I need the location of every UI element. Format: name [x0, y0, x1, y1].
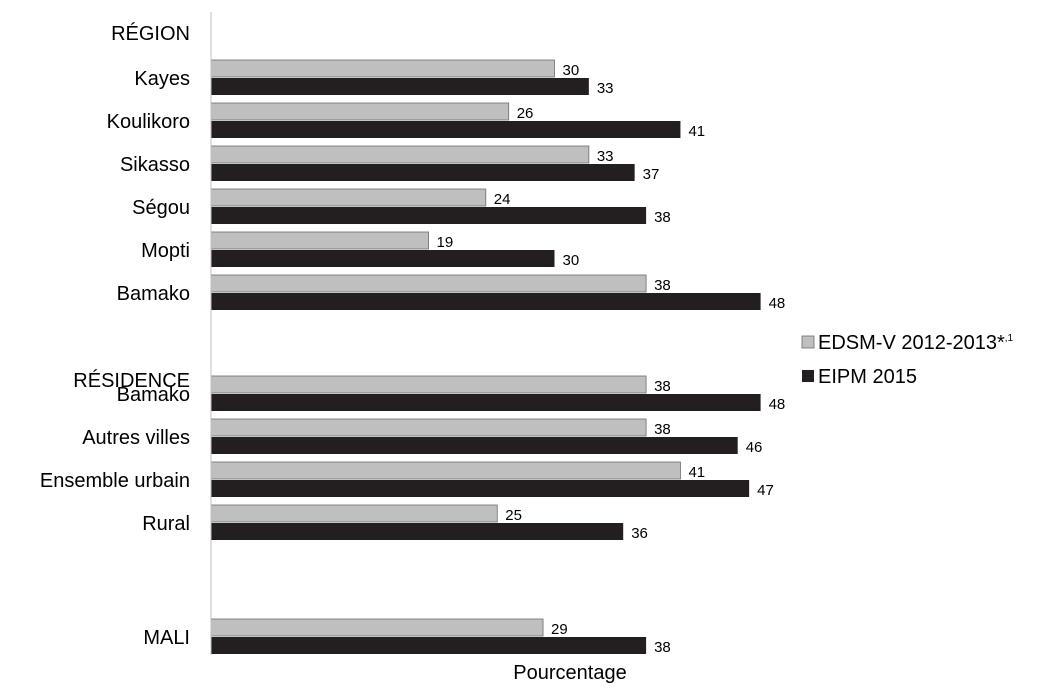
value-label-edsm: 33 [597, 148, 614, 165]
value-label-eipm: 30 [563, 252, 580, 269]
category-label: Bamako [117, 384, 190, 406]
data-labels: 30 26 33 24 19 38 38 38 41 25 29 33 41 37 38 30 48 48 46 47… [437, 62, 786, 656]
bar-edsm [210, 145, 590, 164]
value-label-eipm: 38 [654, 209, 671, 226]
value-label-eipm: 46 [746, 439, 763, 456]
bar-edsm [210, 231, 429, 250]
category-label: Rural [142, 513, 190, 535]
bar-eipm [211, 637, 647, 654]
bar-edsm [210, 59, 555, 78]
legend-swatch-eipm [802, 370, 814, 382]
value-label-edsm: 26 [517, 105, 534, 122]
category-label: Kayes [134, 68, 190, 90]
value-label-edsm: 25 [505, 507, 522, 524]
value-label-edsm: 30 [563, 62, 580, 79]
group-labels: RÉGION RÉSIDENCE [73, 22, 190, 392]
category-label: Ségou [132, 197, 190, 219]
legend-label-edsm: EDSM-V 2012-2013*,1 [818, 332, 1014, 354]
bar-edsm [210, 418, 647, 437]
bar-edsm [210, 375, 647, 394]
value-label-eipm: 37 [643, 166, 660, 183]
value-label-edsm: 29 [551, 621, 568, 638]
bar-eipm [211, 437, 738, 454]
bar-eipm [211, 523, 624, 540]
bar-eipm [211, 78, 589, 95]
bar-eipm [211, 250, 555, 267]
bar-eipm [211, 164, 635, 181]
group-label: RÉSIDENCE [73, 369, 190, 392]
category-label: Sikasso [120, 154, 190, 176]
bar-edsm [210, 188, 487, 207]
legend-label-eipm: EIPM 2015 [818, 366, 917, 388]
value-label-edsm: 38 [654, 378, 671, 395]
bar-edsm [210, 504, 498, 523]
x-axis-label: Pourcentage [513, 662, 626, 683]
bar-eipm [211, 207, 647, 224]
value-label-eipm: 48 [769, 396, 786, 413]
bar-eipm [211, 121, 681, 138]
category-label: Koulikoro [107, 111, 190, 133]
bar-eipm [211, 394, 761, 411]
value-label-eipm: 33 [597, 80, 614, 97]
value-label-edsm: 19 [437, 234, 454, 251]
value-label-edsm: 24 [494, 191, 511, 208]
value-label-edsm: 38 [654, 277, 671, 294]
bar-edsm [210, 274, 647, 293]
legend-swatch-edsm [801, 335, 815, 349]
value-label-eipm: 36 [631, 525, 648, 542]
category-label: Ensemble urbain [40, 470, 190, 492]
value-label-edsm: 41 [688, 464, 705, 481]
value-label-eipm: 48 [769, 295, 786, 312]
value-label-eipm: 38 [654, 639, 671, 656]
bar-eipm [211, 480, 750, 497]
value-label-eipm: 41 [688, 123, 705, 140]
bar-edsm [210, 461, 681, 480]
category-label: Autres villes [82, 427, 190, 449]
value-label-eipm: 47 [757, 482, 774, 499]
group-label: RÉGION [111, 22, 190, 45]
value-label-edsm: 38 [654, 421, 671, 438]
category-label: MALI [143, 627, 190, 649]
category-label: Mopti [141, 240, 190, 262]
bars [210, 59, 761, 654]
category-label: Bamako [117, 283, 190, 305]
bar-eipm [211, 293, 761, 310]
bar-edsm [210, 102, 510, 121]
category-labels: Kayes Koulikoro Sikasso Ségou Mopti Bamako Bam… [40, 68, 190, 649]
bar-edsm [210, 618, 544, 637]
legend: EDSM-V 2012-2013*,1 EIPM 2015 [801, 332, 1014, 388]
